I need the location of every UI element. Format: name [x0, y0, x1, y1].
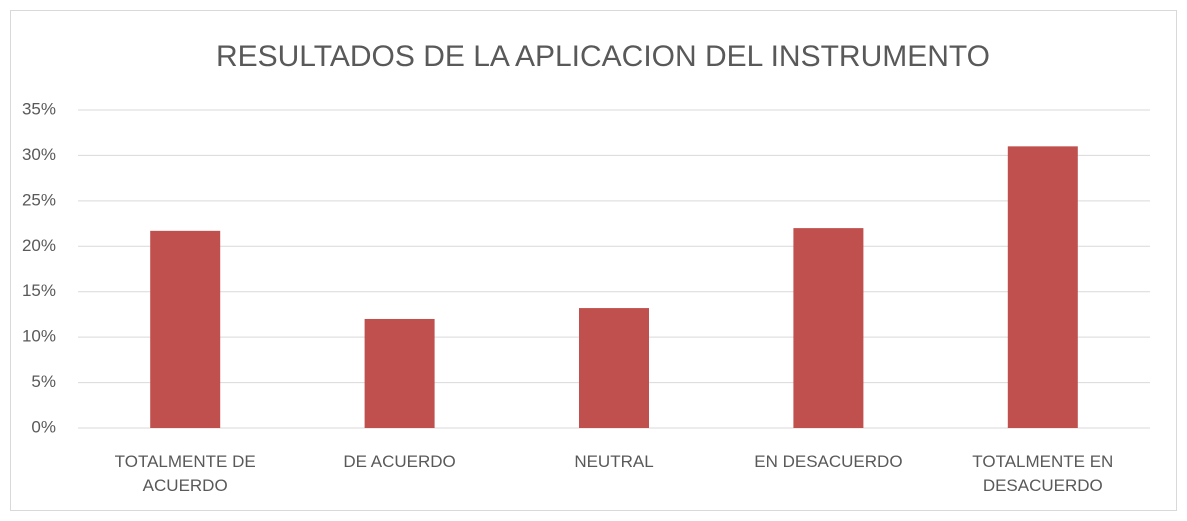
y-tick-label: 30%: [22, 145, 56, 164]
x-tick-label: EN DESACUERDO: [754, 452, 903, 471]
bar: [793, 228, 864, 428]
y-tick-label: 25%: [22, 190, 56, 209]
x-tick-label: TOTALMENTE EN DESACUERDO: [972, 452, 1114, 495]
bar: [579, 308, 649, 428]
x-tick-label: DE ACUERDO: [343, 452, 456, 471]
y-tick-label: 35%: [22, 99, 56, 118]
x-tick-label: NEUTRAL: [574, 452, 654, 471]
y-tick-label: 15%: [22, 281, 56, 300]
y-tick-label: 20%: [22, 236, 56, 255]
bar: [150, 230, 221, 428]
y-tick-label: 10%: [22, 327, 56, 346]
y-tick-label: 5%: [31, 372, 56, 391]
y-tick-label: 0%: [31, 417, 56, 436]
bar: [1007, 146, 1078, 429]
x-tick-label: TOTALMENTE DE ACUERDO: [114, 452, 256, 495]
bar: [364, 318, 435, 428]
chart-title: RESULTADOS DE LA APLICACION DEL INSTRUME…: [216, 40, 990, 73]
